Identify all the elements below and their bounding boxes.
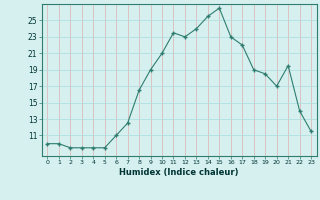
X-axis label: Humidex (Indice chaleur): Humidex (Indice chaleur) (119, 168, 239, 177)
